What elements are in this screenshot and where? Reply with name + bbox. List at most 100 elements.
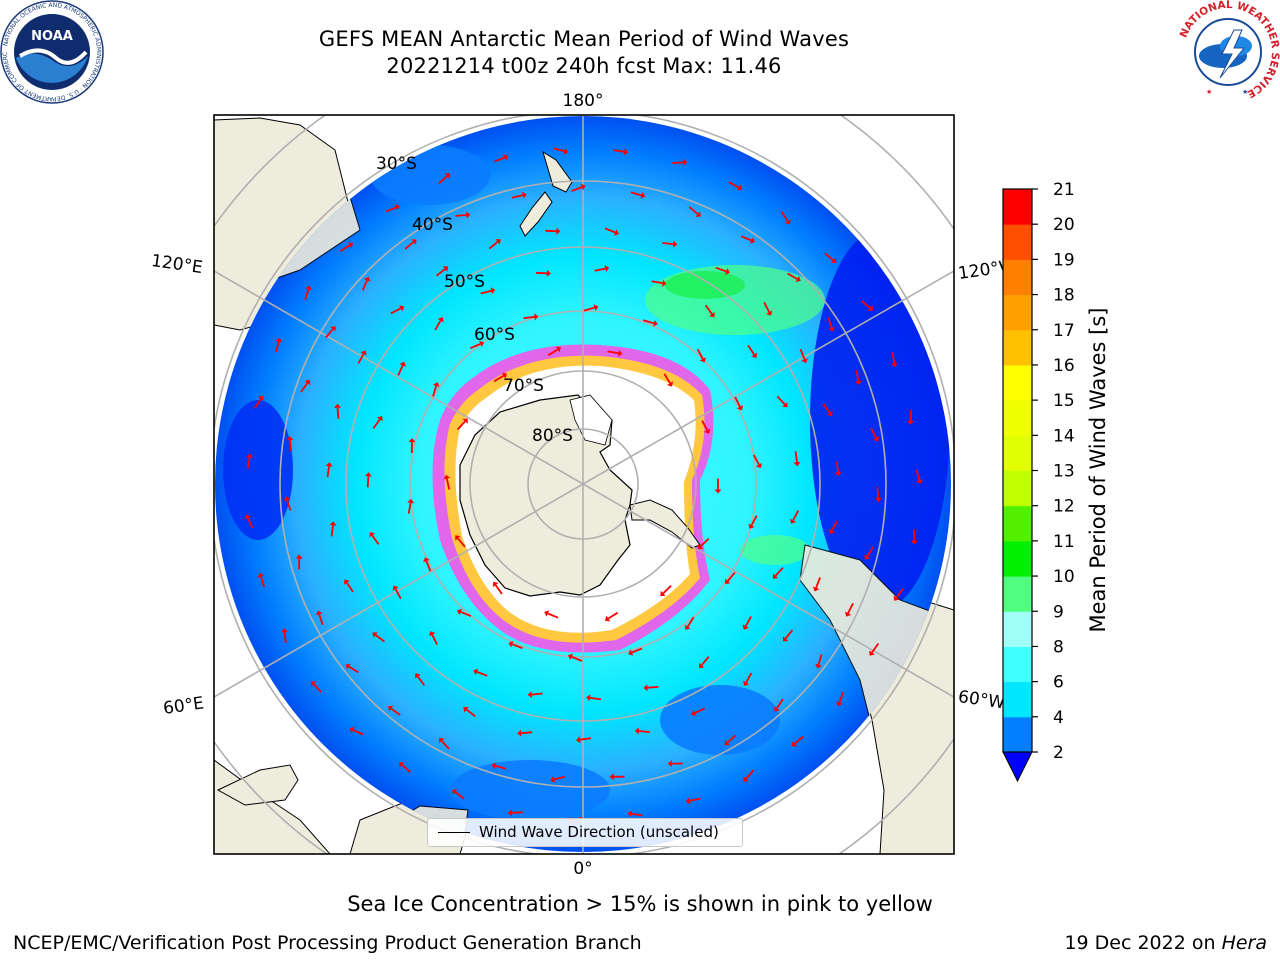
colorbar-tick-label: 11	[1053, 532, 1075, 552]
wind-wave-arrow-head	[834, 471, 842, 477]
wind-wave-arrow-shaft	[361, 279, 368, 291]
wind-wave-arrow-head	[815, 663, 822, 669]
wind-wave-arrow-shaft	[647, 686, 659, 689]
wind-wave-arrow-head	[246, 453, 253, 459]
wind-wave-arrow-head	[329, 521, 337, 526]
wind-wave-arrow-shaft	[553, 775, 566, 781]
wind-wave-arrow-head	[586, 694, 591, 702]
wind-wave-arrow-shaft	[871, 642, 880, 654]
colorbar-label: Mean Period of Wind Waves [s]	[1086, 308, 1110, 633]
wind-wave-arrow-head	[550, 776, 555, 783]
wind-wave-arrow-shaft	[366, 476, 370, 488]
wind-wave-arrow-head	[501, 372, 507, 379]
wind-wave-arrow-head	[623, 148, 629, 156]
wind-wave-arrow-shaft	[435, 268, 446, 277]
wind-wave-arrow-head	[452, 789, 458, 795]
wind-wave-arrow-shaft	[831, 520, 839, 532]
madagascar-land	[216, 764, 299, 806]
wind-wave-arrow-shaft	[336, 407, 340, 419]
colorbar-tick-label: 21	[1053, 180, 1075, 200]
wind-wave-arrow-head	[772, 573, 779, 579]
wind-wave-arrow-head	[490, 287, 496, 295]
wind-wave-arrow-head	[661, 279, 667, 287]
wind-wave-arrow-shaft	[643, 319, 655, 325]
wind-wave-arrow-head	[627, 810, 632, 818]
wind-wave-arrow-shaft	[715, 266, 727, 273]
wind-wave-arrow-head	[709, 312, 715, 318]
wind-wave-arrow-head	[295, 554, 303, 559]
wind-wave-arrow-head	[442, 266, 449, 272]
wind-wave-arrow-shaft	[744, 616, 752, 627]
wind-wave-arrow-head	[893, 595, 900, 601]
wind-wave-arrow-head	[782, 402, 788, 408]
wind-wave-arrow-head	[653, 319, 658, 327]
wind-wave-arrow-head	[916, 479, 923, 484]
wind-wave-arrow-head	[609, 773, 614, 781]
wind-wave-arrow-shaft	[289, 440, 292, 452]
lat-label-50s: 50°S	[444, 272, 485, 292]
wind-wave-arrow-shaft	[689, 797, 701, 802]
wind-wave-arrow-head	[544, 610, 550, 617]
wind-wave-arrow-shaft	[915, 469, 921, 481]
wind-wave-arrow-shaft	[375, 634, 385, 643]
wind-wave-arrow-shaft	[495, 765, 507, 770]
wind-wave-arrow-shaft	[694, 707, 706, 714]
wind-wave-arrow-shaft	[792, 510, 800, 521]
wind-wave-arrow-head	[399, 762, 405, 768]
wind-wave-arrow-head	[867, 305, 874, 311]
wind-wave-arrow-head	[360, 350, 367, 356]
lat-label-70s: 70°S	[503, 376, 544, 396]
colorbar-band	[1003, 294, 1032, 331]
wind-wave-arrow-head	[604, 265, 610, 272]
legend-label: Wind Wave Direction (unscaled)	[479, 823, 719, 841]
wind-wave-arrow-shaft	[547, 612, 559, 619]
wind-wave-arrow-head	[411, 239, 417, 245]
wind-wave-arrow-head	[672, 240, 678, 248]
wind-wave-arrow-shaft	[787, 272, 798, 280]
wind-wave-arrow-head	[394, 204, 400, 211]
wind-wave-arrow-head	[334, 403, 342, 408]
wind-wave-arrow-shaft	[511, 811, 523, 814]
colorbar-tick-label: 6	[1053, 673, 1064, 693]
wind-wave-arrow-head	[751, 352, 758, 358]
wind-wave-arrow-head	[748, 523, 755, 529]
wind-wave-arrow-head	[613, 229, 619, 236]
wind-wave-arrow-head	[491, 762, 497, 770]
wind-wave-arrow-shaft	[701, 656, 710, 666]
wind-wave-arrow-head	[836, 701, 843, 707]
wind-wave-arrow-shaft	[607, 350, 619, 355]
wind-wave-arrow-shaft	[594, 267, 606, 272]
legend-line-swatch	[438, 832, 470, 833]
colorbar-tick-label: 12	[1053, 497, 1075, 517]
wind-wave-arrow-shaft	[855, 370, 860, 382]
map-legend: Wind Wave Direction (unscaled)	[427, 818, 743, 847]
wind-wave-arrow-shaft	[313, 683, 322, 693]
wind-wave-arrow-shaft	[407, 502, 412, 514]
wind-wave-arrow-shaft	[553, 147, 565, 153]
wind-wave-arrow-head	[376, 416, 383, 422]
colorbar-band	[1003, 189, 1032, 225]
colorbar-band	[1003, 259, 1032, 296]
wind-wave-arrow-head	[466, 211, 471, 219]
wind-wave-arrow-head	[790, 518, 797, 524]
lat-label-40s: 40°S	[412, 215, 453, 235]
wind-wave-arrow-shaft	[686, 616, 695, 628]
wind-wave-arrow-shaft	[651, 280, 663, 284]
wind-wave-arrow-head	[869, 650, 875, 656]
wind-wave-arrow-shaft	[494, 156, 506, 163]
wind-wave-arrow-shaft	[815, 577, 821, 589]
wind-wave-arrow-shaft	[394, 588, 402, 600]
wind-wave-arrow-shaft	[613, 149, 625, 153]
wind-wave-arrow-shaft	[662, 585, 672, 594]
wind-wave-arrow-shaft	[304, 289, 310, 300]
wind-wave-arrow-shaft	[701, 420, 708, 431]
wind-wave-arrow-head	[304, 379, 311, 386]
wind-wave-arrow-head	[347, 242, 354, 249]
wind-wave-arrow-shaft	[535, 271, 547, 275]
wind-wave-arrow-head	[423, 557, 430, 563]
wind-wave-arrow-shaft	[445, 478, 451, 490]
wind-wave-arrow-head	[695, 211, 701, 217]
wind-wave-arrow-shaft	[326, 466, 330, 478]
colorbar-tick-label: 17	[1053, 321, 1075, 341]
colorbar-band	[1003, 470, 1032, 507]
